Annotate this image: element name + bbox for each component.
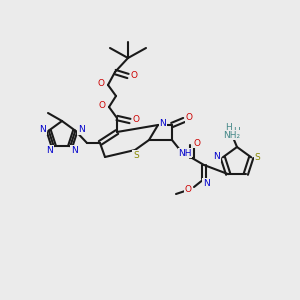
Text: N: N bbox=[202, 178, 209, 188]
Text: N: N bbox=[46, 146, 53, 155]
Text: H: H bbox=[234, 128, 240, 136]
Text: N: N bbox=[160, 118, 167, 127]
Text: N: N bbox=[39, 125, 46, 134]
Text: O: O bbox=[130, 70, 137, 80]
Text: O: O bbox=[184, 185, 191, 194]
Text: O: O bbox=[98, 101, 106, 110]
Text: N: N bbox=[71, 146, 78, 155]
Text: S: S bbox=[133, 151, 139, 160]
Text: NH₂: NH₂ bbox=[224, 130, 241, 140]
Text: N: N bbox=[213, 152, 220, 161]
Text: O: O bbox=[133, 116, 140, 124]
Text: O: O bbox=[98, 80, 104, 88]
Text: N: N bbox=[78, 125, 85, 134]
Text: S: S bbox=[254, 153, 260, 162]
Text: O: O bbox=[185, 113, 193, 122]
Text: H: H bbox=[225, 124, 231, 133]
Text: NH: NH bbox=[178, 148, 192, 158]
Text: O: O bbox=[194, 139, 200, 148]
